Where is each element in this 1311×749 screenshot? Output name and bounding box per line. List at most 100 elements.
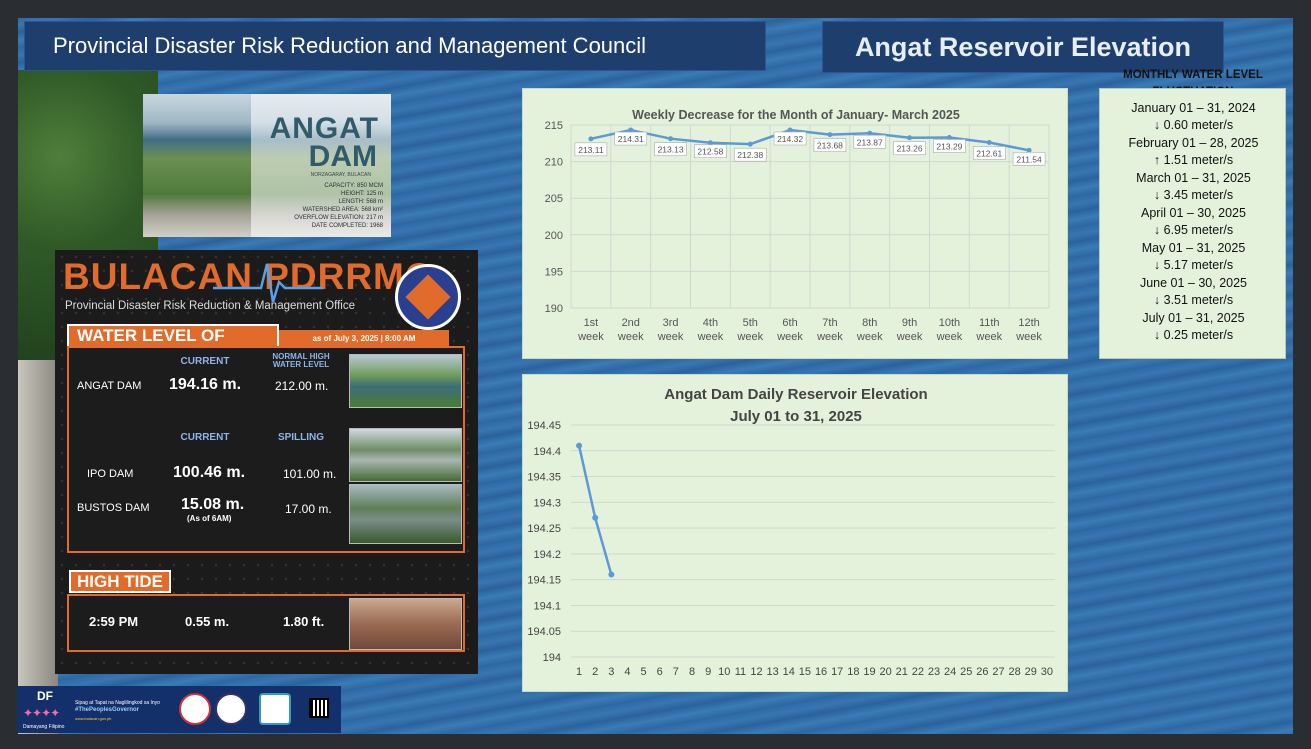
bustos-dam-current: 15.08 m.: [181, 496, 245, 513]
photo-text-panel: [251, 94, 391, 237]
chart2-title: Angat Dam Daily Reservoir Elevation: [664, 386, 927, 403]
elevation-header: Angat Reservoir Elevation: [822, 21, 1224, 73]
data-label-box: [733, 147, 767, 162]
high-tide-heading: HIGH TIDE: [69, 570, 171, 593]
x-tick-label: 9: [705, 666, 711, 678]
data-label-box: [694, 144, 727, 159]
month-period: May 01 – 31, 2025: [1141, 241, 1246, 255]
data-label: 212.61: [976, 148, 1002, 158]
people-icon: ✦✦✦✦: [23, 706, 60, 720]
data-label-box: [654, 142, 687, 156]
df-caption: Damayang Filipino: [23, 724, 65, 730]
pdrrmo-small-seal-icon: [215, 693, 247, 725]
tide-feet: 1.80 ft.: [283, 614, 325, 629]
weekly-chart-svg: Weekly Decrease for the Month of January…: [545, 108, 1050, 343]
ipo-dam-current: 100.46 m.: [173, 464, 246, 481]
data-label-box: [1012, 152, 1046, 166]
x-tick-label: 1: [576, 666, 582, 678]
month-change: ↓ 3.45 meter/s: [1153, 188, 1234, 202]
daily-chart: Angat Dam Daily Reservoir Elevation July …: [522, 374, 1068, 692]
x-tick-label: 12: [750, 666, 762, 678]
bustos-dam-name: BUSTOS DAM: [77, 502, 150, 514]
month-change: ↓ 0.25 meter/s: [1153, 328, 1234, 342]
water-level-heading: WATER LEVEL OF DAMS: [67, 324, 279, 365]
bustos-dam-spilling: 17.00 m.: [285, 502, 332, 516]
x-tick-label: 23: [928, 666, 940, 678]
top-border: [0, 0, 1311, 18]
x-tick-label: 17: [831, 666, 843, 678]
angat-dam-current: 194.16 m.: [169, 376, 242, 393]
footer-logos: DF ✦✦✦✦ Damayang Filipino Sipag at Tapat…: [17, 686, 341, 733]
x-tick-label: 1st: [584, 317, 599, 329]
x-tick-label: 8: [689, 666, 695, 678]
data-label: 213.29: [936, 142, 962, 152]
month-period: April 01 – 30, 2025: [1141, 206, 1246, 220]
right-border: [1293, 0, 1311, 749]
data-point: [592, 514, 599, 521]
angat-dam-normal-high: 212.00 m.: [275, 379, 329, 393]
series-line: [577, 445, 613, 575]
x-tick-label: 12th: [1018, 317, 1039, 329]
month-change: ↑ 1.51 meter/s: [1153, 153, 1234, 167]
photo-subtitle: NORZAGARAY, BULACAN: [310, 172, 371, 178]
x-tick-label: 5th: [743, 317, 758, 329]
data-point: [747, 141, 753, 147]
data-point: [946, 135, 952, 141]
x-tick-label: 13: [767, 666, 779, 678]
x-tick-label: 14: [783, 666, 795, 678]
spec-length: LENGTH: 568 m: [338, 199, 383, 205]
x-tick-label: week: [816, 331, 843, 343]
current-label-1: CURRENT: [180, 356, 230, 367]
y-tick-label: 194.35: [527, 472, 561, 484]
x-tick-label: 22: [912, 666, 924, 678]
bottom-border: [0, 734, 1311, 749]
council-title: Provincial Disaster Risk Reduction and M…: [53, 33, 647, 58]
data-label-box: [813, 138, 847, 152]
data-point: [787, 127, 793, 133]
photo-specs: CAPACITY: 850 MCM HEIGHT: 125 m LENGTH: …: [294, 182, 383, 230]
x-tick-label: week: [617, 331, 644, 343]
y-tick-label: 194.15: [527, 575, 561, 587]
x-tick-label: 7th: [822, 317, 837, 329]
data-label-box: [972, 146, 1006, 160]
pdrrmo-brand: BULACAN PDRRMO: [63, 256, 435, 297]
high-tide-table: 2:59 PM 0.55 m. 1.80 ft.: [67, 594, 465, 652]
month-change: ↓ 0.60 meter/s: [1153, 118, 1234, 132]
ipo-dam-thumbnail: [349, 428, 462, 482]
spec-height: HEIGHT: 125 m: [340, 191, 383, 197]
data-point: [907, 135, 913, 141]
x-tick-label: week: [657, 331, 684, 343]
bustos-dam-thumbnail: [349, 484, 462, 544]
spec-watershed: WATERSHED AREA: 568 km²: [302, 207, 383, 213]
pdrrmo-seal-icon: [395, 264, 461, 330]
data-point: [707, 140, 713, 146]
current-label-2: CURRENT: [180, 432, 230, 443]
month-period: March 01 – 31, 2025: [1136, 171, 1251, 185]
x-tick-label: 11th: [979, 317, 1000, 329]
data-point: [608, 571, 615, 578]
x-tick-label: 4th: [703, 317, 718, 329]
data-label: 212.38: [737, 150, 763, 160]
data-label-box: [773, 131, 807, 146]
spec-capacity: CAPACITY: 850 MCM: [324, 183, 383, 189]
x-tick-label: 3rd: [663, 317, 679, 329]
angat-dam-thumbnail: [349, 354, 462, 408]
x-tick-label: 21: [896, 666, 908, 678]
x-tick-label: 5: [641, 666, 647, 678]
y-tick-label: 195: [545, 266, 563, 278]
railing-photo: [18, 360, 58, 734]
data-label-box: [933, 139, 966, 153]
x-tick-label: 16: [815, 666, 827, 678]
x-tick-label: 2nd: [622, 317, 640, 329]
y-tick-label: 190: [545, 303, 563, 315]
chart2-subtitle: July 01 to 31, 2025: [730, 408, 862, 425]
y-tick-label: 205: [545, 193, 563, 205]
qr-code-icon: [309, 698, 329, 718]
x-tick-label: week: [697, 331, 724, 343]
tide-meters: 0.55 m.: [185, 614, 230, 629]
x-tick-label: 19: [863, 666, 875, 678]
x-tick-label: 20: [879, 666, 891, 678]
spec-completed: DATE COMPLETED: 1968: [311, 223, 383, 229]
month-change: ↓ 6.95 meter/s: [1153, 223, 1234, 237]
